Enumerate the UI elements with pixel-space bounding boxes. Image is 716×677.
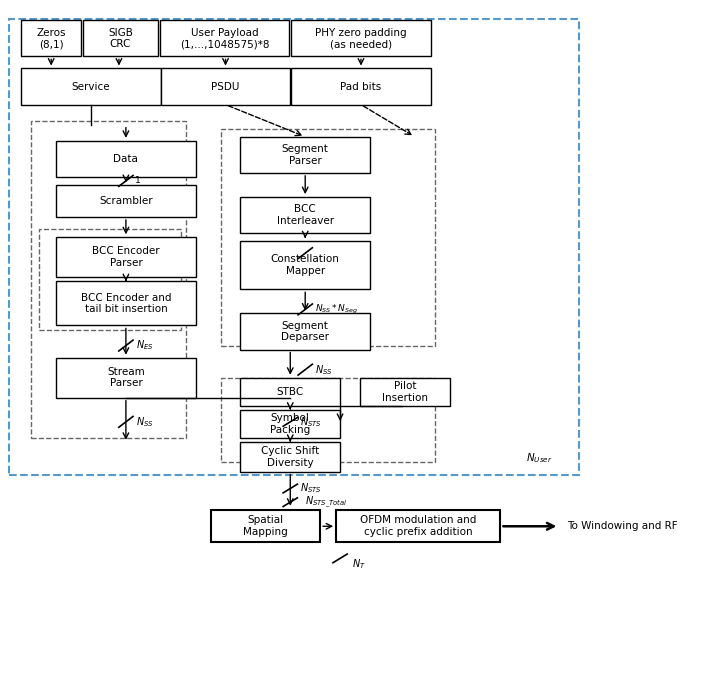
Text: Segment
Deparser: Segment Deparser	[281, 321, 329, 343]
Text: Data: Data	[113, 154, 138, 164]
Text: BCC Encoder
Parser: BCC Encoder Parser	[92, 246, 160, 268]
Text: $N_{STS\_Total}$: $N_{STS\_Total}$	[305, 495, 348, 510]
FancyBboxPatch shape	[241, 241, 370, 289]
Text: Zeros
(8,1): Zeros (8,1)	[37, 28, 66, 49]
FancyBboxPatch shape	[161, 68, 290, 105]
FancyBboxPatch shape	[291, 20, 431, 56]
FancyBboxPatch shape	[211, 510, 320, 542]
FancyBboxPatch shape	[160, 20, 289, 56]
FancyBboxPatch shape	[56, 357, 195, 398]
Text: $N_{SS}*N_{Seg}$: $N_{SS}*N_{Seg}$	[315, 246, 359, 260]
Text: $N_{STS}$: $N_{STS}$	[300, 415, 322, 429]
FancyBboxPatch shape	[56, 237, 195, 278]
Text: Pad bits: Pad bits	[340, 81, 382, 91]
Text: SIGB
CRC: SIGB CRC	[108, 28, 133, 49]
Text: To Windowing and RF: To Windowing and RF	[567, 521, 678, 531]
Text: Spatial
Mapping: Spatial Mapping	[243, 515, 288, 537]
FancyBboxPatch shape	[21, 68, 161, 105]
Text: BCC Encoder and
tail bit insertion: BCC Encoder and tail bit insertion	[81, 292, 171, 314]
FancyBboxPatch shape	[241, 313, 370, 349]
Text: OFDM modulation and
cyclic prefix addition: OFDM modulation and cyclic prefix additi…	[360, 515, 476, 537]
FancyBboxPatch shape	[241, 410, 340, 438]
FancyBboxPatch shape	[241, 378, 340, 406]
Text: STBC: STBC	[276, 387, 304, 397]
Text: $N_T$: $N_T$	[352, 557, 366, 571]
Text: $N_{SS}*N_{Seg}$: $N_{SS}*N_{Seg}$	[315, 303, 359, 316]
Text: PSDU: PSDU	[211, 81, 240, 91]
FancyBboxPatch shape	[83, 20, 158, 56]
FancyBboxPatch shape	[56, 141, 195, 177]
FancyBboxPatch shape	[241, 197, 370, 233]
Text: $N_{SS}$: $N_{SS}$	[315, 363, 333, 376]
FancyBboxPatch shape	[360, 378, 450, 406]
FancyBboxPatch shape	[241, 442, 340, 472]
Text: Symbol
Packing: Symbol Packing	[270, 413, 311, 435]
Text: $N_{STS}$: $N_{STS}$	[300, 481, 322, 496]
FancyBboxPatch shape	[291, 68, 431, 105]
FancyBboxPatch shape	[56, 282, 195, 326]
FancyBboxPatch shape	[21, 20, 81, 56]
Text: User Payload
(1,...,1048575)*8: User Payload (1,...,1048575)*8	[180, 28, 269, 49]
Text: Pilot
Insertion: Pilot Insertion	[382, 381, 428, 403]
Text: Cyclic Shift
Diversity: Cyclic Shift Diversity	[261, 446, 319, 468]
Text: PHY zero padding
(as needed): PHY zero padding (as needed)	[315, 28, 407, 49]
FancyBboxPatch shape	[241, 137, 370, 173]
Text: $N_{User}$: $N_{User}$	[526, 451, 553, 465]
Text: Scrambler: Scrambler	[99, 196, 153, 206]
Text: $N_{SS}$: $N_{SS}$	[136, 415, 153, 429]
Text: Stream
Parser: Stream Parser	[107, 367, 145, 389]
Text: Constellation
Mapper: Constellation Mapper	[271, 255, 339, 276]
FancyBboxPatch shape	[56, 185, 195, 217]
Text: $N_{ES}$: $N_{ES}$	[136, 338, 153, 353]
Text: Service: Service	[72, 81, 110, 91]
Text: Segment
Parser: Segment Parser	[282, 144, 329, 166]
Text: 1: 1	[135, 177, 140, 185]
Text: BCC
Interleaver: BCC Interleaver	[276, 204, 334, 226]
FancyBboxPatch shape	[336, 510, 500, 542]
